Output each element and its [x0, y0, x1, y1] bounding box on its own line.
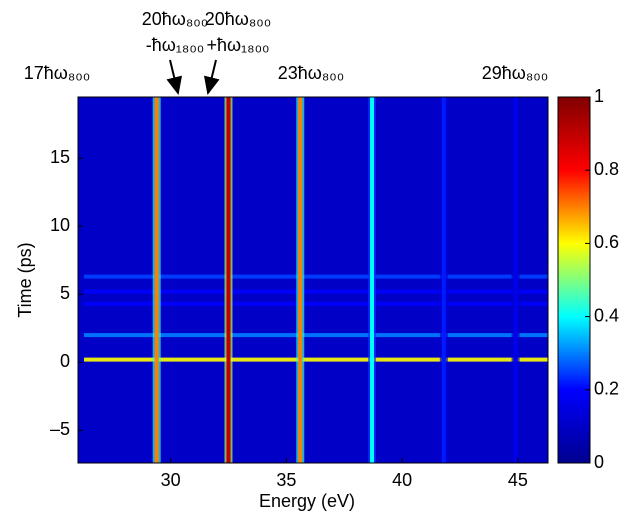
harmonic-line	[226, 97, 231, 463]
annotation-arrow	[203, 59, 220, 95]
colorbar-tick-label: 1	[594, 86, 604, 106]
x-tick-label: 45	[508, 470, 528, 490]
y-tick-label: 10	[50, 215, 70, 235]
harmonic-line	[154, 97, 159, 463]
colorbar-tick-label: 0	[594, 452, 604, 472]
annotation: 20ħω₈₀₀	[205, 9, 272, 29]
harmonic-line	[513, 97, 518, 463]
colorbar-tick-label: 0.6	[594, 232, 619, 252]
annotation: 23ħω₈₀₀	[278, 63, 345, 83]
time-band	[84, 289, 548, 294]
y-tick-label: 15	[50, 147, 70, 167]
annotation: +ħω₁₈₀₀	[206, 35, 269, 55]
frame	[77, 96, 549, 464]
harmonic-line	[370, 97, 375, 463]
y-axis-label: Time (ps)	[15, 242, 35, 317]
time-band	[84, 333, 548, 338]
colorbar-tick-label: 0.4	[594, 305, 619, 325]
x-tick-label: 35	[276, 470, 296, 490]
harmonic-line	[298, 97, 303, 463]
annotation-arrow	[166, 59, 183, 95]
time-band	[84, 357, 548, 362]
colorbar-tick-label: 0.8	[594, 159, 619, 179]
x-tick-label: 40	[392, 470, 412, 490]
y-tick-label: 0	[60, 351, 70, 371]
time-band	[84, 301, 548, 306]
annotation: 17ħω₈₀₀	[24, 63, 91, 83]
heatmap-background	[78, 97, 548, 463]
annotation: 20ħω₈₀₀	[142, 9, 209, 29]
harmonic-line	[441, 97, 446, 463]
x-tick-label: 30	[161, 470, 181, 490]
time-band	[84, 274, 548, 279]
annotation: -ħω₁₈₀₀	[146, 35, 205, 55]
annotation: 29ħω₈₀₀	[482, 63, 549, 83]
colorbar	[557, 96, 591, 464]
colorbar-tick-label: 0.2	[594, 379, 619, 399]
y-tick-label: 5	[60, 283, 70, 303]
x-axis-label: Energy (eV)	[259, 491, 355, 511]
y-tick-label: –5	[50, 419, 70, 439]
